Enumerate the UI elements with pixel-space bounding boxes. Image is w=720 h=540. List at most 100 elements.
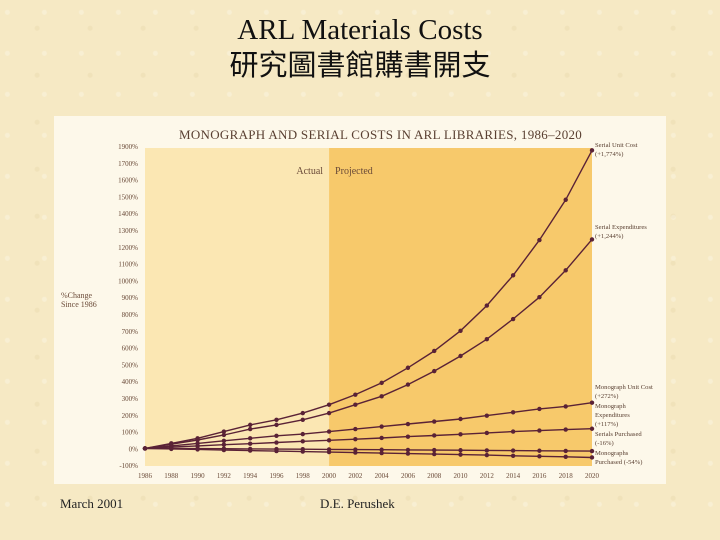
data-point <box>405 382 411 387</box>
data-point <box>405 365 411 370</box>
slide-title-en: ARL Materials Costs <box>237 14 483 46</box>
x-tick-label: 1996 <box>269 472 284 480</box>
y-tick-label: 1700% <box>118 160 138 168</box>
x-tick-label: 1988 <box>164 472 179 480</box>
data-point <box>510 448 516 453</box>
data-point <box>379 447 384 452</box>
series-label: Serial Expenditures <box>595 224 647 231</box>
region-actual <box>145 148 330 466</box>
data-point <box>510 429 516 434</box>
data-point <box>537 295 542 300</box>
data-point <box>221 447 227 453</box>
data-point <box>432 368 437 374</box>
data-point <box>510 273 516 278</box>
data-point <box>432 451 437 457</box>
data-point <box>221 429 227 434</box>
data-point <box>458 353 463 359</box>
data-point <box>537 448 542 453</box>
data-point <box>326 438 332 443</box>
data-point <box>510 453 516 458</box>
y-tick-label: 1500% <box>118 193 138 201</box>
series-line <box>144 238 593 450</box>
data-point <box>221 438 227 444</box>
series-label: Serial Unit Cost <box>595 142 638 149</box>
series-line <box>144 150 593 450</box>
y-tick-label: 400% <box>122 378 139 386</box>
data-point <box>195 437 200 443</box>
series-annotation: (+117%) <box>595 421 618 428</box>
y-tick-label: 100% <box>122 429 139 437</box>
data-point <box>563 448 568 454</box>
x-tick-label: 2020 <box>585 472 600 480</box>
y-tick-label: 1600% <box>118 177 138 185</box>
x-tick-label: 2002 <box>348 472 363 480</box>
data-point <box>274 417 279 423</box>
series-line <box>144 402 593 450</box>
data-point <box>379 450 384 456</box>
y-tick-label: 1900% <box>118 143 138 151</box>
data-point <box>221 432 227 438</box>
data-point <box>274 433 279 438</box>
data-point <box>458 448 463 453</box>
data-point <box>405 447 411 453</box>
x-tick-label: 1986 <box>138 472 153 480</box>
x-tick-label: 1992 <box>217 472 232 480</box>
y-tick-label: 900% <box>122 294 139 302</box>
data-point <box>353 392 358 397</box>
data-point <box>274 422 279 428</box>
data-point <box>353 402 358 407</box>
chart-title: MONOGRAPH AND SERIAL COSTS IN ARL LIBRAR… <box>179 127 582 142</box>
data-point <box>353 426 358 432</box>
data-point <box>563 427 568 432</box>
series-annotation: (-16%) <box>595 440 614 447</box>
data-point <box>484 452 490 458</box>
data-point <box>458 416 463 422</box>
series-label: Monographs <box>595 450 629 457</box>
data-point <box>247 422 253 428</box>
y-tick-label: 700% <box>122 328 139 336</box>
data-point <box>247 426 253 432</box>
data-point <box>589 237 595 242</box>
data-point <box>221 442 227 447</box>
y-tick-label: 1000% <box>118 277 138 285</box>
data-point <box>589 426 595 431</box>
region-label-projected: Projected <box>335 166 373 177</box>
x-tick-label: 2010 <box>454 472 469 480</box>
data-point <box>563 197 568 202</box>
data-point <box>300 439 305 444</box>
data-point <box>353 447 358 452</box>
data-point <box>537 454 542 459</box>
data-point <box>169 446 174 452</box>
x-tick-label: 2014 <box>506 472 521 480</box>
series-label: Serials Purchased <box>595 431 642 438</box>
y-tick-label: 1400% <box>118 210 138 218</box>
data-point <box>589 400 595 405</box>
data-point <box>300 431 305 437</box>
series-label: Monograph Unit Cost <box>595 384 653 391</box>
data-point <box>537 237 542 243</box>
data-point <box>379 435 384 441</box>
slide-title-zh: 研究圖書館購書開支 <box>229 50 491 82</box>
data-point <box>484 337 490 342</box>
y-axis-label: Since 1986 <box>61 300 97 309</box>
data-point <box>432 447 437 453</box>
data-point <box>326 429 332 434</box>
data-point <box>379 380 384 386</box>
data-point <box>405 451 411 456</box>
data-point <box>247 448 253 453</box>
series-annotation: (+272%) <box>595 393 619 400</box>
x-tick-label: 1994 <box>243 472 257 480</box>
footer-date: March 2001 <box>60 496 124 511</box>
x-tick-label: 1990 <box>191 472 206 480</box>
data-point <box>405 421 411 427</box>
line-chart: Actual Projected MONOGRAPH AND SERIAL COST… <box>61 127 653 480</box>
data-point <box>537 428 542 433</box>
data-point <box>563 268 568 273</box>
data-point <box>300 410 305 416</box>
x-tick-label: 2018 <box>559 472 574 480</box>
data-point <box>274 440 279 445</box>
data-point <box>458 432 463 437</box>
x-tick-label: 2006 <box>401 472 416 480</box>
y-tick-label: 500% <box>122 361 139 369</box>
data-point <box>353 450 358 455</box>
